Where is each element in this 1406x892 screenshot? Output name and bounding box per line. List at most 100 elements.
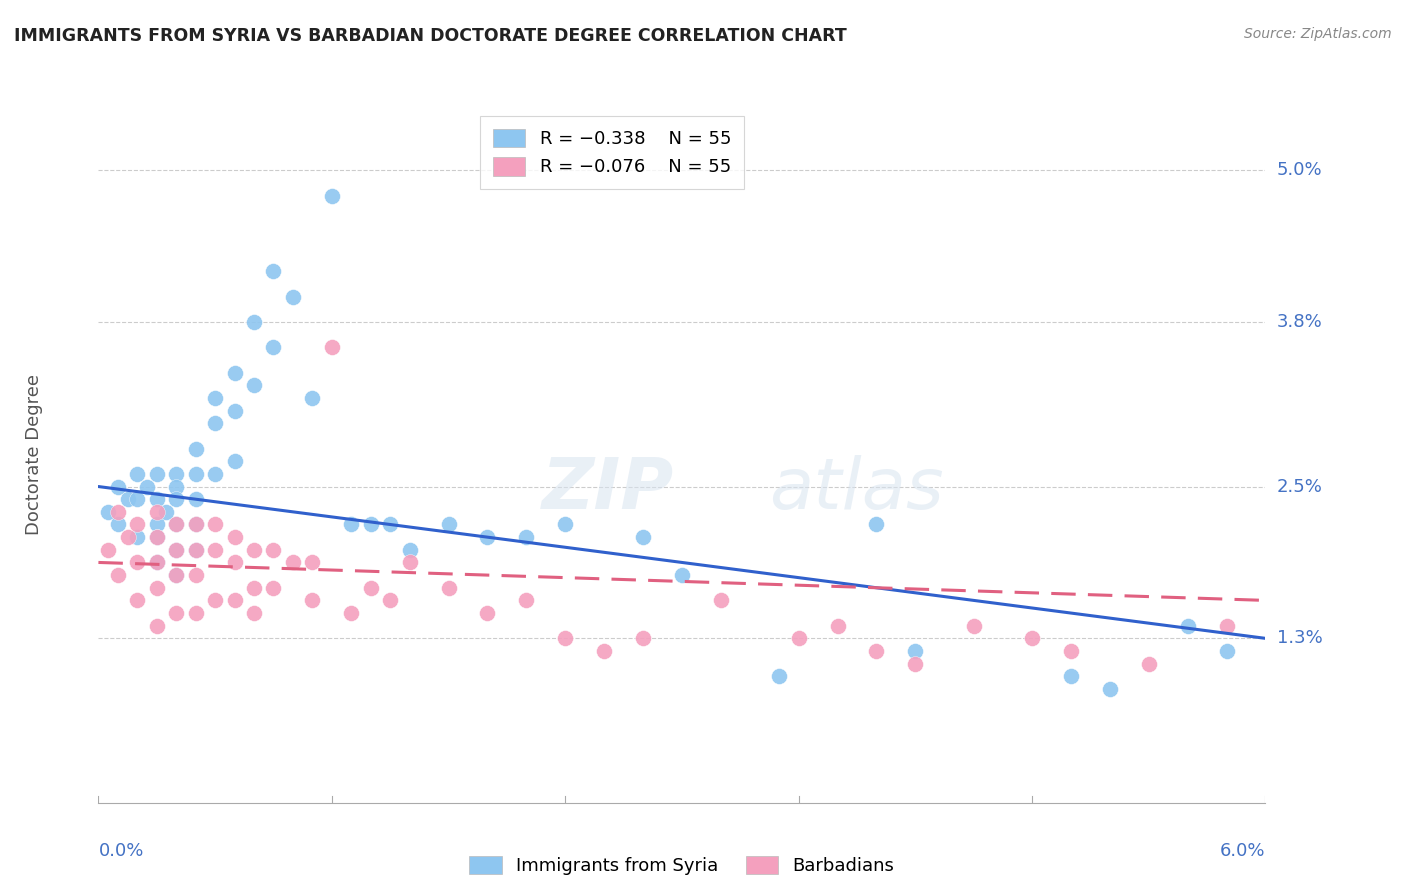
Point [224,556,246,570]
Point [243,542,266,557]
Point [117,492,139,507]
Point [224,593,246,607]
Point [146,505,169,519]
Point [671,568,693,582]
Point [321,188,343,202]
Point [321,340,343,354]
Point [262,542,284,557]
Point [301,593,323,607]
Point [398,542,420,557]
Point [136,479,159,493]
Point [127,556,149,570]
Point [787,632,810,646]
Point [107,479,129,493]
Point [204,391,226,405]
Point [165,568,187,582]
Point [360,581,382,595]
Point [904,657,927,671]
Point [281,556,304,570]
Point [184,542,207,557]
Point [301,391,323,405]
Point [204,517,226,532]
Point [127,492,149,507]
Point [146,492,169,507]
Point [593,644,616,658]
Point [146,581,169,595]
Point [184,606,207,620]
Text: 3.8%: 3.8% [1277,313,1322,331]
Text: Doctorate Degree: Doctorate Degree [25,375,44,535]
Point [631,632,654,646]
Point [146,467,169,481]
Text: 2.5%: 2.5% [1277,477,1323,496]
Point [165,517,187,532]
Point [243,315,266,329]
Point [224,530,246,544]
Point [127,467,149,481]
Point [1098,681,1121,696]
Point [127,517,149,532]
Point [155,505,177,519]
Point [184,492,207,507]
Point [97,505,120,519]
Point [243,581,266,595]
Point [184,568,207,582]
Point [97,542,120,557]
Point [710,593,733,607]
Point [477,530,499,544]
Point [107,505,129,519]
Point [146,517,169,532]
Point [165,542,187,557]
Point [437,517,460,532]
Point [184,467,207,481]
Point [1215,618,1237,632]
Point [165,542,187,557]
Point [1060,669,1083,683]
Point [262,581,284,595]
Point [146,556,169,570]
Point [262,264,284,278]
Point [554,632,576,646]
Point [184,517,207,532]
Point [107,568,129,582]
Point [515,530,537,544]
Point [165,606,187,620]
Point [865,517,887,532]
Point [107,517,129,532]
Point [204,417,226,431]
Point [262,340,284,354]
Point [165,467,187,481]
Point [437,581,460,595]
Point [340,517,363,532]
Text: IMMIGRANTS FROM SYRIA VS BARBADIAN DOCTORATE DEGREE CORRELATION CHART: IMMIGRANTS FROM SYRIA VS BARBADIAN DOCTO… [14,27,846,45]
Text: 1.3%: 1.3% [1277,630,1322,648]
Point [378,593,402,607]
Point [904,644,927,658]
Point [224,403,246,417]
Text: 0.0%: 0.0% [98,842,143,860]
Point [204,467,226,481]
Point [1137,657,1160,671]
Point [127,593,149,607]
Point [184,542,207,557]
Point [827,618,849,632]
Point [165,492,187,507]
Point [165,568,187,582]
Point [243,606,266,620]
Point [243,378,266,392]
Point [224,454,246,468]
Point [398,556,420,570]
Point [1021,632,1043,646]
Point [184,517,207,532]
Text: atlas: atlas [769,455,943,524]
Point [165,479,187,493]
Point [477,606,499,620]
Point [1177,618,1199,632]
Point [146,530,169,544]
Point [184,442,207,456]
Text: 5.0%: 5.0% [1277,161,1322,179]
Point [340,606,363,620]
Point [204,542,226,557]
Point [631,530,654,544]
Point [224,366,246,380]
